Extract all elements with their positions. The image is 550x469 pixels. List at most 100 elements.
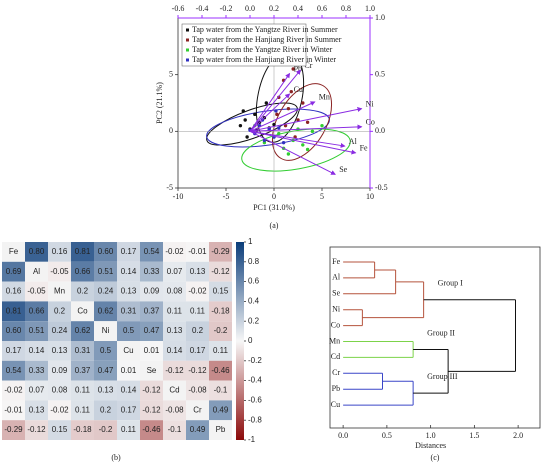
panel-label: (a) <box>270 221 279 230</box>
cell-label: -0.12 <box>27 425 46 434</box>
cell <box>71 242 94 262</box>
cell-label: -0.29 <box>4 425 23 434</box>
x2-tick-label: 0.6 <box>317 4 327 13</box>
x-tick-label: -10 <box>173 192 184 201</box>
cell <box>2 261 25 282</box>
cell-label: 0.13 <box>167 326 183 335</box>
category-label: Ni <box>102 326 110 335</box>
cell-label: -0.12 <box>211 267 230 276</box>
cell <box>209 321 232 341</box>
diagonal-cell <box>71 301 94 322</box>
cell-label: 0.15 <box>213 287 229 296</box>
cell <box>186 242 209 262</box>
point <box>277 126 281 130</box>
cell-label: 0.24 <box>98 287 114 296</box>
cell-label: -0.12 <box>142 405 161 414</box>
point <box>296 118 300 122</box>
cell <box>117 400 140 421</box>
cell-label: 0.51 <box>98 267 114 276</box>
cell-label: 0.13 <box>29 405 45 414</box>
cell <box>94 380 117 401</box>
leaf-label: Se <box>332 289 340 298</box>
cell <box>25 420 48 440</box>
x-axis-label: Distances <box>415 441 446 450</box>
cell <box>163 281 186 302</box>
point <box>277 95 281 100</box>
loading-arrow <box>249 124 363 132</box>
ellipse <box>206 102 298 146</box>
colorbar-tick-label: -0.6 <box>248 396 262 405</box>
cell-label: 0.49 <box>213 405 229 414</box>
cell-label: -0.02 <box>188 287 207 296</box>
cell <box>48 380 71 401</box>
cell <box>163 420 186 440</box>
cell <box>71 281 94 302</box>
cell-label: 0.51 <box>29 326 45 335</box>
colorbar-tick-label: 0.4 <box>248 297 260 306</box>
cell-label: 0.81 <box>6 306 22 315</box>
cell <box>163 321 186 341</box>
cell-label: 0.5 <box>123 326 135 335</box>
cell <box>140 321 163 341</box>
cell-label: 0.13 <box>98 386 114 395</box>
category-label: Se <box>147 366 157 375</box>
y2-tick-label: 0.0 <box>375 126 385 135</box>
cell <box>186 321 209 341</box>
cell <box>140 301 163 322</box>
x2-tick-label: -0.4 <box>196 4 209 13</box>
point <box>267 127 271 131</box>
point <box>253 112 257 117</box>
leaf-label: Mn <box>329 336 340 345</box>
leaf-label: Co <box>331 320 340 329</box>
loading-arrow <box>249 130 357 155</box>
group-label: Group II <box>427 328 455 337</box>
cell-label: -0.1 <box>214 386 228 395</box>
legend-label: Tap water from the Yangtze River in Summ… <box>192 25 338 34</box>
leaf-label: Ni <box>332 305 341 314</box>
cell <box>48 301 71 322</box>
colorbar-tick-label: 0.8 <box>248 257 260 266</box>
category-label: Co <box>77 306 88 315</box>
legend-swatch <box>186 28 189 32</box>
colorbar-tick-label: -0.8 <box>248 415 262 424</box>
cell-label: 0.01 <box>144 346 160 355</box>
ellipses <box>206 51 351 172</box>
cell-label: 0.60 <box>98 247 114 256</box>
cell <box>94 281 117 302</box>
cell <box>2 301 25 322</box>
cell <box>163 400 186 421</box>
legend-swatch <box>186 48 189 52</box>
category-label: Cr <box>193 405 202 414</box>
leaf-label: Cu <box>331 400 340 409</box>
point <box>289 89 293 94</box>
cell-label: 0.80 <box>29 247 45 256</box>
cell <box>140 380 163 401</box>
diagonal-cell <box>140 360 163 381</box>
cell <box>117 420 140 440</box>
cell <box>71 321 94 341</box>
cell-label: 0.62 <box>98 306 114 315</box>
cell <box>117 281 140 302</box>
loading-label: Ni <box>366 99 375 108</box>
cell-label: 0.14 <box>121 267 137 276</box>
x-tick-label: 0.0 <box>338 431 348 440</box>
cell-label: 0.49 <box>190 425 206 434</box>
cell-label: -0.01 <box>4 405 23 414</box>
point <box>281 140 286 145</box>
cell <box>25 242 48 262</box>
cell <box>94 261 117 282</box>
colorbar-tick-label: 0 <box>248 336 253 345</box>
point <box>305 147 310 152</box>
legend: Tap water from the Yangtze River in Summ… <box>181 23 342 67</box>
cell-label: 0.13 <box>190 267 206 276</box>
cell <box>209 281 232 302</box>
cell <box>186 281 209 302</box>
cell <box>71 360 94 381</box>
cell <box>25 321 48 341</box>
cell <box>48 242 71 262</box>
cell <box>71 380 94 401</box>
cell <box>117 380 140 401</box>
cell-label: -0.1 <box>168 425 182 434</box>
cell <box>2 281 25 302</box>
x-tick-label: 0 <box>272 192 276 201</box>
